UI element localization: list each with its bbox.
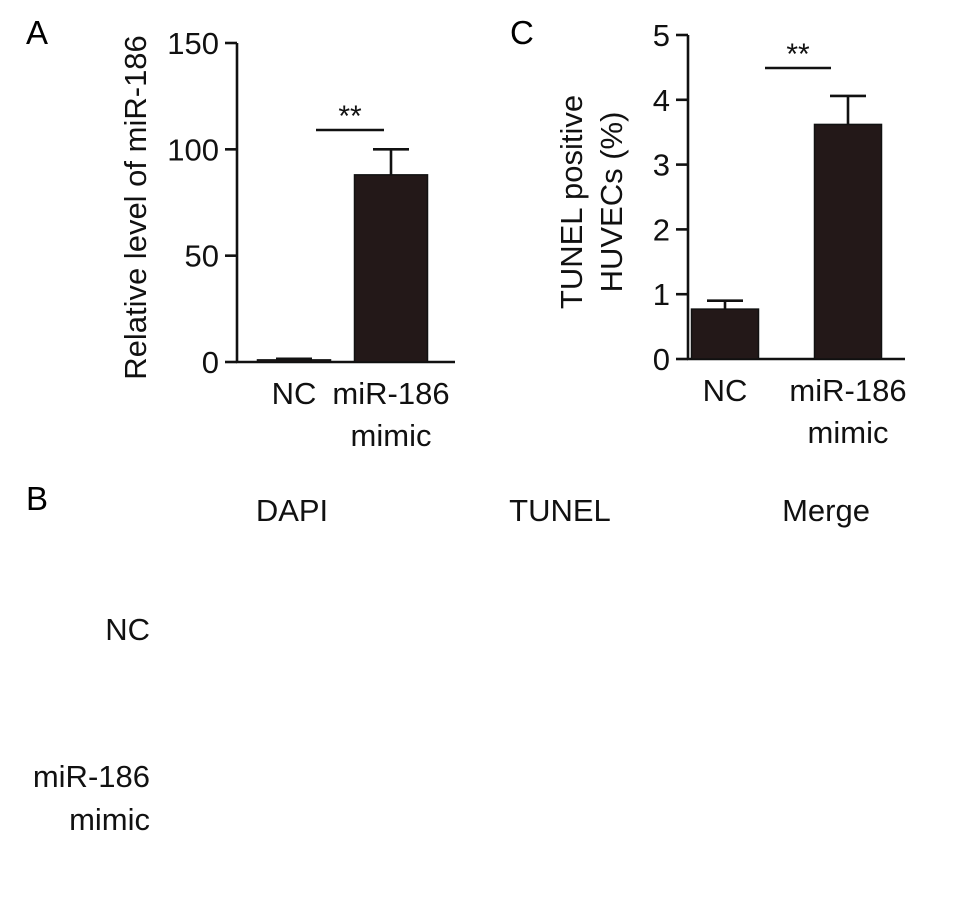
chart-c-bar-0 xyxy=(690,308,760,360)
micrograph-dapi-mimic xyxy=(163,724,425,907)
chart-c-category-label-0: NC xyxy=(703,373,748,408)
chart-a-ytick-label: 0 xyxy=(202,345,219,380)
micrograph-row-label-1: mimic xyxy=(69,802,150,837)
chart-c-ytick-label: 1 xyxy=(653,277,670,312)
micrograph-row-label-0: NC xyxy=(105,612,150,647)
chart-c-significance-label: ** xyxy=(786,38,810,71)
micrograph-dapi-nc xyxy=(163,537,425,720)
micrograph-merge-mimic xyxy=(695,724,957,907)
micrograph-column-header-tunel: TUNEL xyxy=(509,493,611,528)
chart-a-category-label-1: mimic xyxy=(351,418,432,453)
chart-c-ytick-label: 4 xyxy=(653,83,670,118)
chart-a-ylabel: Relative level of miR-186 xyxy=(118,35,153,380)
chart-c-ytick-label: 0 xyxy=(653,342,670,377)
panel-label-b: B xyxy=(26,480,48,517)
chart-c-category-label-1: mimic xyxy=(808,415,889,450)
chart-a-bar-0 xyxy=(256,359,332,363)
micrograph-labels: DAPI TUNEL Merge NC miR-186 mimic xyxy=(33,493,870,837)
panel-label-a: A xyxy=(26,14,48,51)
chart-a-ytick-label: 150 xyxy=(167,26,219,61)
chart-c-ytick-label: 2 xyxy=(653,212,670,247)
chart-a-bar-1 xyxy=(353,174,429,363)
chart-c-bar-1 xyxy=(813,123,883,360)
chart-a-relative-level: 0 50 100 150 NC miR-186 mimic ** Relative level … xyxy=(118,26,455,453)
micrograph-merge-nc xyxy=(695,537,957,720)
chart-a-ytick-label: 100 xyxy=(167,132,219,167)
chart-c-category-label-1: miR-186 xyxy=(789,373,906,408)
micrograph-column-header-dapi: DAPI xyxy=(256,493,328,528)
micrograph-tunel-nc xyxy=(429,537,692,720)
chart-a-category-label-1: miR-186 xyxy=(332,376,449,411)
chart-a-significance-label: ** xyxy=(338,100,362,133)
chart-c-ylabel: TUNEL positive xyxy=(554,95,589,309)
panel-label-c: C xyxy=(510,14,534,51)
chart-c-ytick-label: 5 xyxy=(653,18,670,53)
chart-a-ytick-label: 50 xyxy=(185,239,219,274)
chart-a-category-label-0: NC xyxy=(272,376,317,411)
micrograph-tunel-mimic xyxy=(429,724,692,907)
micrograph-row-label-1: miR-186 xyxy=(33,759,150,794)
chart-c-ytick-label: 3 xyxy=(653,148,670,183)
chart-c-ylabel: HUVECs (%) xyxy=(594,112,629,293)
chart-c-tunel-positive: 0 1 2 3 4 5 NC miR-186 mimic ** TUNEL positive HUVE… xyxy=(554,18,907,450)
micrograph-column-header-merge: Merge xyxy=(782,493,870,528)
